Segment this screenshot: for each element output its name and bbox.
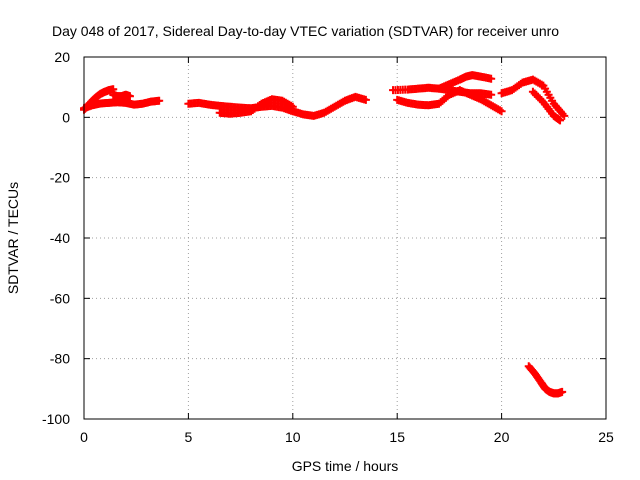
data-points <box>80 71 569 398</box>
x-tick-label: 20 <box>494 429 510 445</box>
series-arc-9 <box>497 75 569 120</box>
series-arc-2 <box>80 96 164 113</box>
series-arc-3 <box>109 90 134 101</box>
y-tick-label: -40 <box>50 230 70 246</box>
y-tick-label: -60 <box>50 290 70 306</box>
x-tick-label: 10 <box>285 429 301 445</box>
y-tick-label: -80 <box>50 351 70 367</box>
y-axis-ticks: -100 -80 -60 -40 -20 0 20 <box>42 49 606 427</box>
x-axis-ticks: 0 5 10 15 20 25 <box>80 57 614 445</box>
series-arc-8 <box>434 71 496 93</box>
y-tick-label: -100 <box>42 411 70 427</box>
x-tick-label: 15 <box>389 429 405 445</box>
y-tick-label: 20 <box>54 49 70 65</box>
x-tick-label: 5 <box>185 429 193 445</box>
series-arc-10 <box>528 87 565 125</box>
chart-title: Day 048 of 2017, Sidereal Day-to-day VTE… <box>52 23 559 39</box>
series-arc-6 <box>389 83 496 99</box>
series-arc-5 <box>215 95 297 118</box>
data-point <box>125 92 134 101</box>
data-point <box>487 74 496 83</box>
data-point <box>487 90 496 99</box>
data-point <box>560 111 569 120</box>
data-point <box>288 102 297 111</box>
series-arc-11 <box>524 362 567 398</box>
series-arc-7 <box>393 86 506 116</box>
x-tick-label: 0 <box>80 429 88 445</box>
x-tick-label: 25 <box>598 429 614 445</box>
y-tick-label: -20 <box>50 170 70 186</box>
data-point <box>155 96 164 105</box>
data-point <box>361 95 370 104</box>
y-axis-label: SDTVAR / TECUs <box>5 182 21 294</box>
x-axis-label: GPS time / hours <box>292 458 399 474</box>
grid-lines <box>84 57 606 419</box>
data-point <box>558 387 567 396</box>
data-point <box>556 116 565 125</box>
y-tick-label: 0 <box>62 109 70 125</box>
data-point <box>497 107 506 116</box>
